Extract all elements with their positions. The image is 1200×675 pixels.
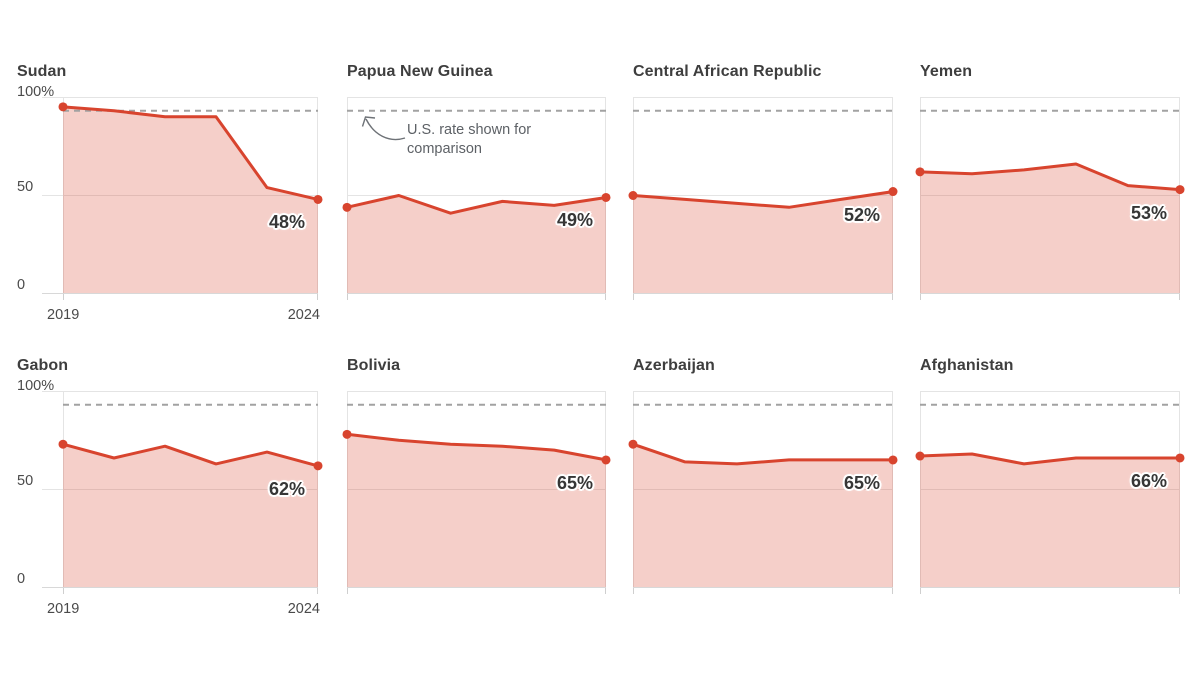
data-point-start (915, 451, 925, 461)
panel-plot (342, 391, 611, 594)
trend-line (918, 162, 1182, 192)
end-value-label: 62% (268, 478, 305, 499)
area-fill (63, 106, 318, 295)
end-value-label: 48% (268, 212, 305, 233)
data-point-end (888, 187, 898, 197)
data-point-end (313, 194, 323, 204)
panel-title: Papua New Guinea (347, 63, 493, 80)
chart-panel-papua-new-guinea: Papua New Guinea U.S. rate shown for com… (342, 63, 611, 300)
chart-panel-azerbaijan: Azerbaijan 65% (628, 357, 898, 594)
annotation-line-1: U.S. rate shown for (407, 122, 532, 138)
trend-line (61, 442, 320, 468)
data-point-end (1175, 185, 1185, 195)
panel-plot (42, 97, 323, 300)
end-value-label: 65% (556, 472, 593, 493)
data-point-start (58, 102, 68, 112)
chart-panel-bolivia: Bolivia 65% (342, 357, 611, 594)
data-point-end (601, 455, 611, 465)
chart-panel-central-african-republic: Central African Republic 52% (628, 63, 898, 300)
x-axis-label-start: 2019 (47, 307, 80, 323)
area-fill (63, 444, 318, 588)
trend-line (345, 194, 608, 215)
panel-title: Yemen (920, 63, 973, 80)
y-axis-label-100: 100% (17, 378, 55, 394)
area-fill (347, 195, 606, 294)
end-value-label: 49% (556, 210, 593, 231)
data-point-end (601, 192, 611, 202)
data-point-end (888, 455, 898, 465)
end-value-label: 66% (1130, 470, 1167, 491)
panel-plot (915, 97, 1185, 300)
panel-plot (42, 391, 323, 594)
trend-line (631, 442, 895, 466)
chart-panel-sudan: Sudan 100% 50 0 2019 2024 48% (17, 63, 323, 323)
area-fill (920, 454, 1180, 588)
panel-plot (342, 97, 611, 300)
area-fill (920, 164, 1180, 294)
annotation-arrow-icon (361, 116, 406, 141)
panel-title: Azerbaijan (633, 357, 715, 374)
area-fill (633, 191, 893, 294)
data-point-start (58, 439, 68, 449)
end-value-label: 52% (843, 204, 880, 225)
panel-plot (915, 391, 1185, 594)
y-axis-label-50: 50 (17, 179, 34, 195)
panel-title: Sudan (17, 63, 67, 80)
end-value-label: 53% (1130, 202, 1167, 223)
trend-line (918, 452, 1182, 466)
data-point-start (915, 167, 925, 177)
trend-line (631, 190, 895, 209)
panel-plot (628, 391, 898, 594)
annotation-line-2: comparison (407, 141, 482, 157)
chart-panel-afghanistan: Afghanistan 66% (915, 357, 1185, 594)
panel-title: Afghanistan (920, 357, 1014, 374)
chart-panel-gabon: Gabon 100% 50 0 2019 2024 62% (17, 357, 323, 617)
data-point-start (628, 191, 638, 200)
x-axis-label-end: 2024 (287, 307, 320, 323)
y-axis-label-0: 0 (17, 571, 26, 587)
data-point-start (342, 429, 352, 439)
chart-panel-yemen: Yemen 53% (915, 63, 1185, 300)
data-point-end (1175, 453, 1185, 463)
panel-title: Central African Republic (633, 63, 822, 80)
us-rate-annotation: U.S. rate shown for comparison (407, 121, 531, 159)
data-point-start (342, 202, 352, 212)
y-axis-label-50: 50 (17, 473, 34, 489)
panel-title: Bolivia (347, 357, 401, 374)
data-point-end (313, 461, 323, 471)
y-axis-label-0: 0 (17, 277, 26, 293)
panel-plot (628, 97, 898, 300)
x-axis-label-end: 2024 (287, 601, 320, 617)
y-axis-label-100: 100% (17, 84, 55, 100)
data-point-start (628, 439, 638, 449)
trend-line (61, 105, 320, 201)
panel-title: Gabon (17, 357, 69, 374)
end-value-label: 65% (843, 472, 880, 493)
area-fill (633, 444, 893, 588)
x-axis-label-start: 2019 (47, 601, 80, 617)
trend-line (345, 432, 608, 462)
area-fill (347, 434, 606, 588)
